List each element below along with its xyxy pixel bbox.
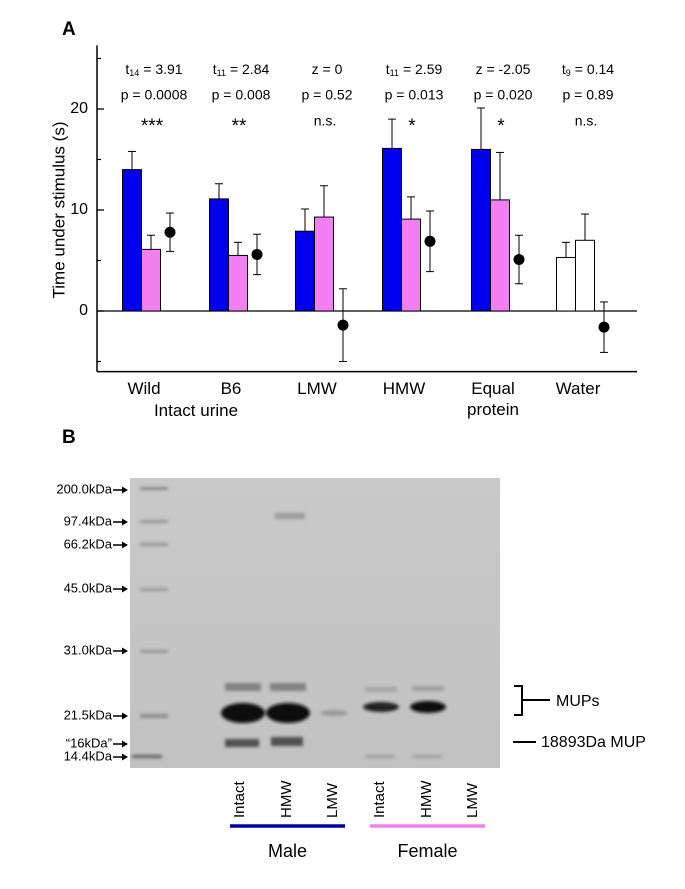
gel-image — [130, 478, 550, 768]
bar — [401, 218, 421, 312]
marker-label: 66.2kDa — [64, 536, 113, 551]
point — [164, 226, 176, 238]
stat-label: z = -2.05 — [476, 61, 531, 77]
stat-symbol: z = -2.05 — [476, 61, 531, 77]
stat-symbol: t — [562, 61, 566, 77]
group-label: Male — [268, 841, 307, 861]
bar — [490, 199, 510, 312]
x-tick-label: Equal protein — [467, 379, 519, 419]
bar — [575, 239, 595, 312]
x-tick-label: LMW — [297, 379, 337, 398]
point — [598, 321, 610, 333]
panel-label: B — [62, 427, 76, 448]
stat-value: = 2.59 — [403, 61, 443, 77]
bar — [141, 248, 161, 312]
p-value: p = 0.89 — [563, 87, 614, 103]
p-value: p = 0.0008 — [121, 87, 188, 103]
p-value: p = 0.013 — [385, 87, 444, 103]
bar — [556, 256, 576, 312]
x-tick-label: HMW — [382, 379, 426, 398]
stat-label: t11 = 2.59 — [386, 61, 443, 79]
stat-label: z = 0 — [312, 61, 343, 77]
lane-label: Intact — [231, 780, 248, 818]
stat-symbol: z = 0 — [312, 61, 343, 77]
marker-label: 45.0kDa — [64, 580, 113, 595]
y-tick-label: 0 — [79, 302, 88, 319]
group-label: Intact urine — [153, 401, 239, 420]
stat-symbol: t — [386, 61, 390, 77]
significance: * — [408, 116, 416, 137]
lane-label: HMW — [278, 780, 295, 818]
stat-label: t9 = 0.14 — [562, 61, 614, 79]
lane-label: Intact — [371, 780, 388, 818]
bar — [295, 230, 315, 312]
group-label: Female — [397, 841, 457, 861]
stat-value: = 0.14 — [575, 61, 615, 77]
lane-label: HMW — [418, 780, 435, 818]
significance: ** — [232, 116, 247, 137]
marker-arrowhead — [122, 753, 128, 761]
x-tick-label: Water — [555, 379, 601, 398]
marker-arrowhead — [122, 541, 128, 549]
y-tick-label: 20 — [70, 100, 88, 117]
band-label: MUPs — [556, 693, 600, 710]
stat-df: 14 — [129, 68, 139, 78]
y-tick-label: 10 — [70, 201, 88, 218]
significance: *** — [141, 116, 164, 137]
point — [424, 235, 436, 247]
point — [513, 253, 525, 265]
p-value: p = 0.020 — [474, 87, 533, 103]
lane-label: LMW — [464, 782, 481, 818]
x-tick-label: Wild — [127, 379, 161, 398]
marker-label: 200.0kDa — [56, 481, 112, 496]
bar — [209, 198, 229, 312]
marker-label: 21.5kDa — [64, 707, 113, 722]
band-label: 18893Da MUP — [541, 734, 646, 751]
marker-label: 97.4kDa — [64, 513, 113, 528]
stat-symbol: t — [213, 61, 217, 77]
marker-label: 31.0kDa — [64, 642, 113, 657]
lane-label: LMW — [324, 782, 341, 818]
stat-df: 11 — [390, 68, 399, 78]
bar — [314, 216, 334, 312]
stat-df: 11 — [217, 68, 226, 78]
p-value: p = 0.008 — [212, 87, 271, 103]
marker-arrowhead — [122, 740, 128, 748]
marker-label: “16kDa” — [66, 735, 112, 750]
marker-arrowhead — [122, 585, 128, 593]
significance: n.s. — [575, 113, 598, 129]
point — [251, 248, 263, 260]
p-value: p = 0.52 — [302, 87, 353, 103]
stat-label: t14 = 3.91 — [125, 61, 182, 79]
significance: * — [497, 116, 505, 137]
marker-arrowhead — [122, 712, 128, 720]
marker-label: 14.4kDa — [64, 748, 113, 763]
x-tick-label: B6 — [220, 379, 242, 398]
stat-value: = 2.84 — [230, 61, 270, 77]
bar — [122, 169, 142, 312]
significance: n.s. — [314, 113, 337, 129]
y-axis-label: Time under stimulus (s) — [49, 122, 68, 299]
panel-label: A — [62, 19, 76, 40]
marker-arrowhead — [122, 518, 128, 526]
point — [337, 319, 349, 331]
bar — [228, 254, 248, 312]
bar — [382, 147, 402, 312]
stat-df: 9 — [566, 68, 571, 78]
stat-symbol: t — [125, 61, 129, 77]
marker-arrowhead — [122, 647, 128, 655]
marker-arrowhead — [122, 486, 128, 494]
stat-label: t11 = 2.84 — [213, 61, 270, 79]
stat-value: = 3.91 — [143, 61, 183, 77]
bar — [471, 148, 491, 312]
